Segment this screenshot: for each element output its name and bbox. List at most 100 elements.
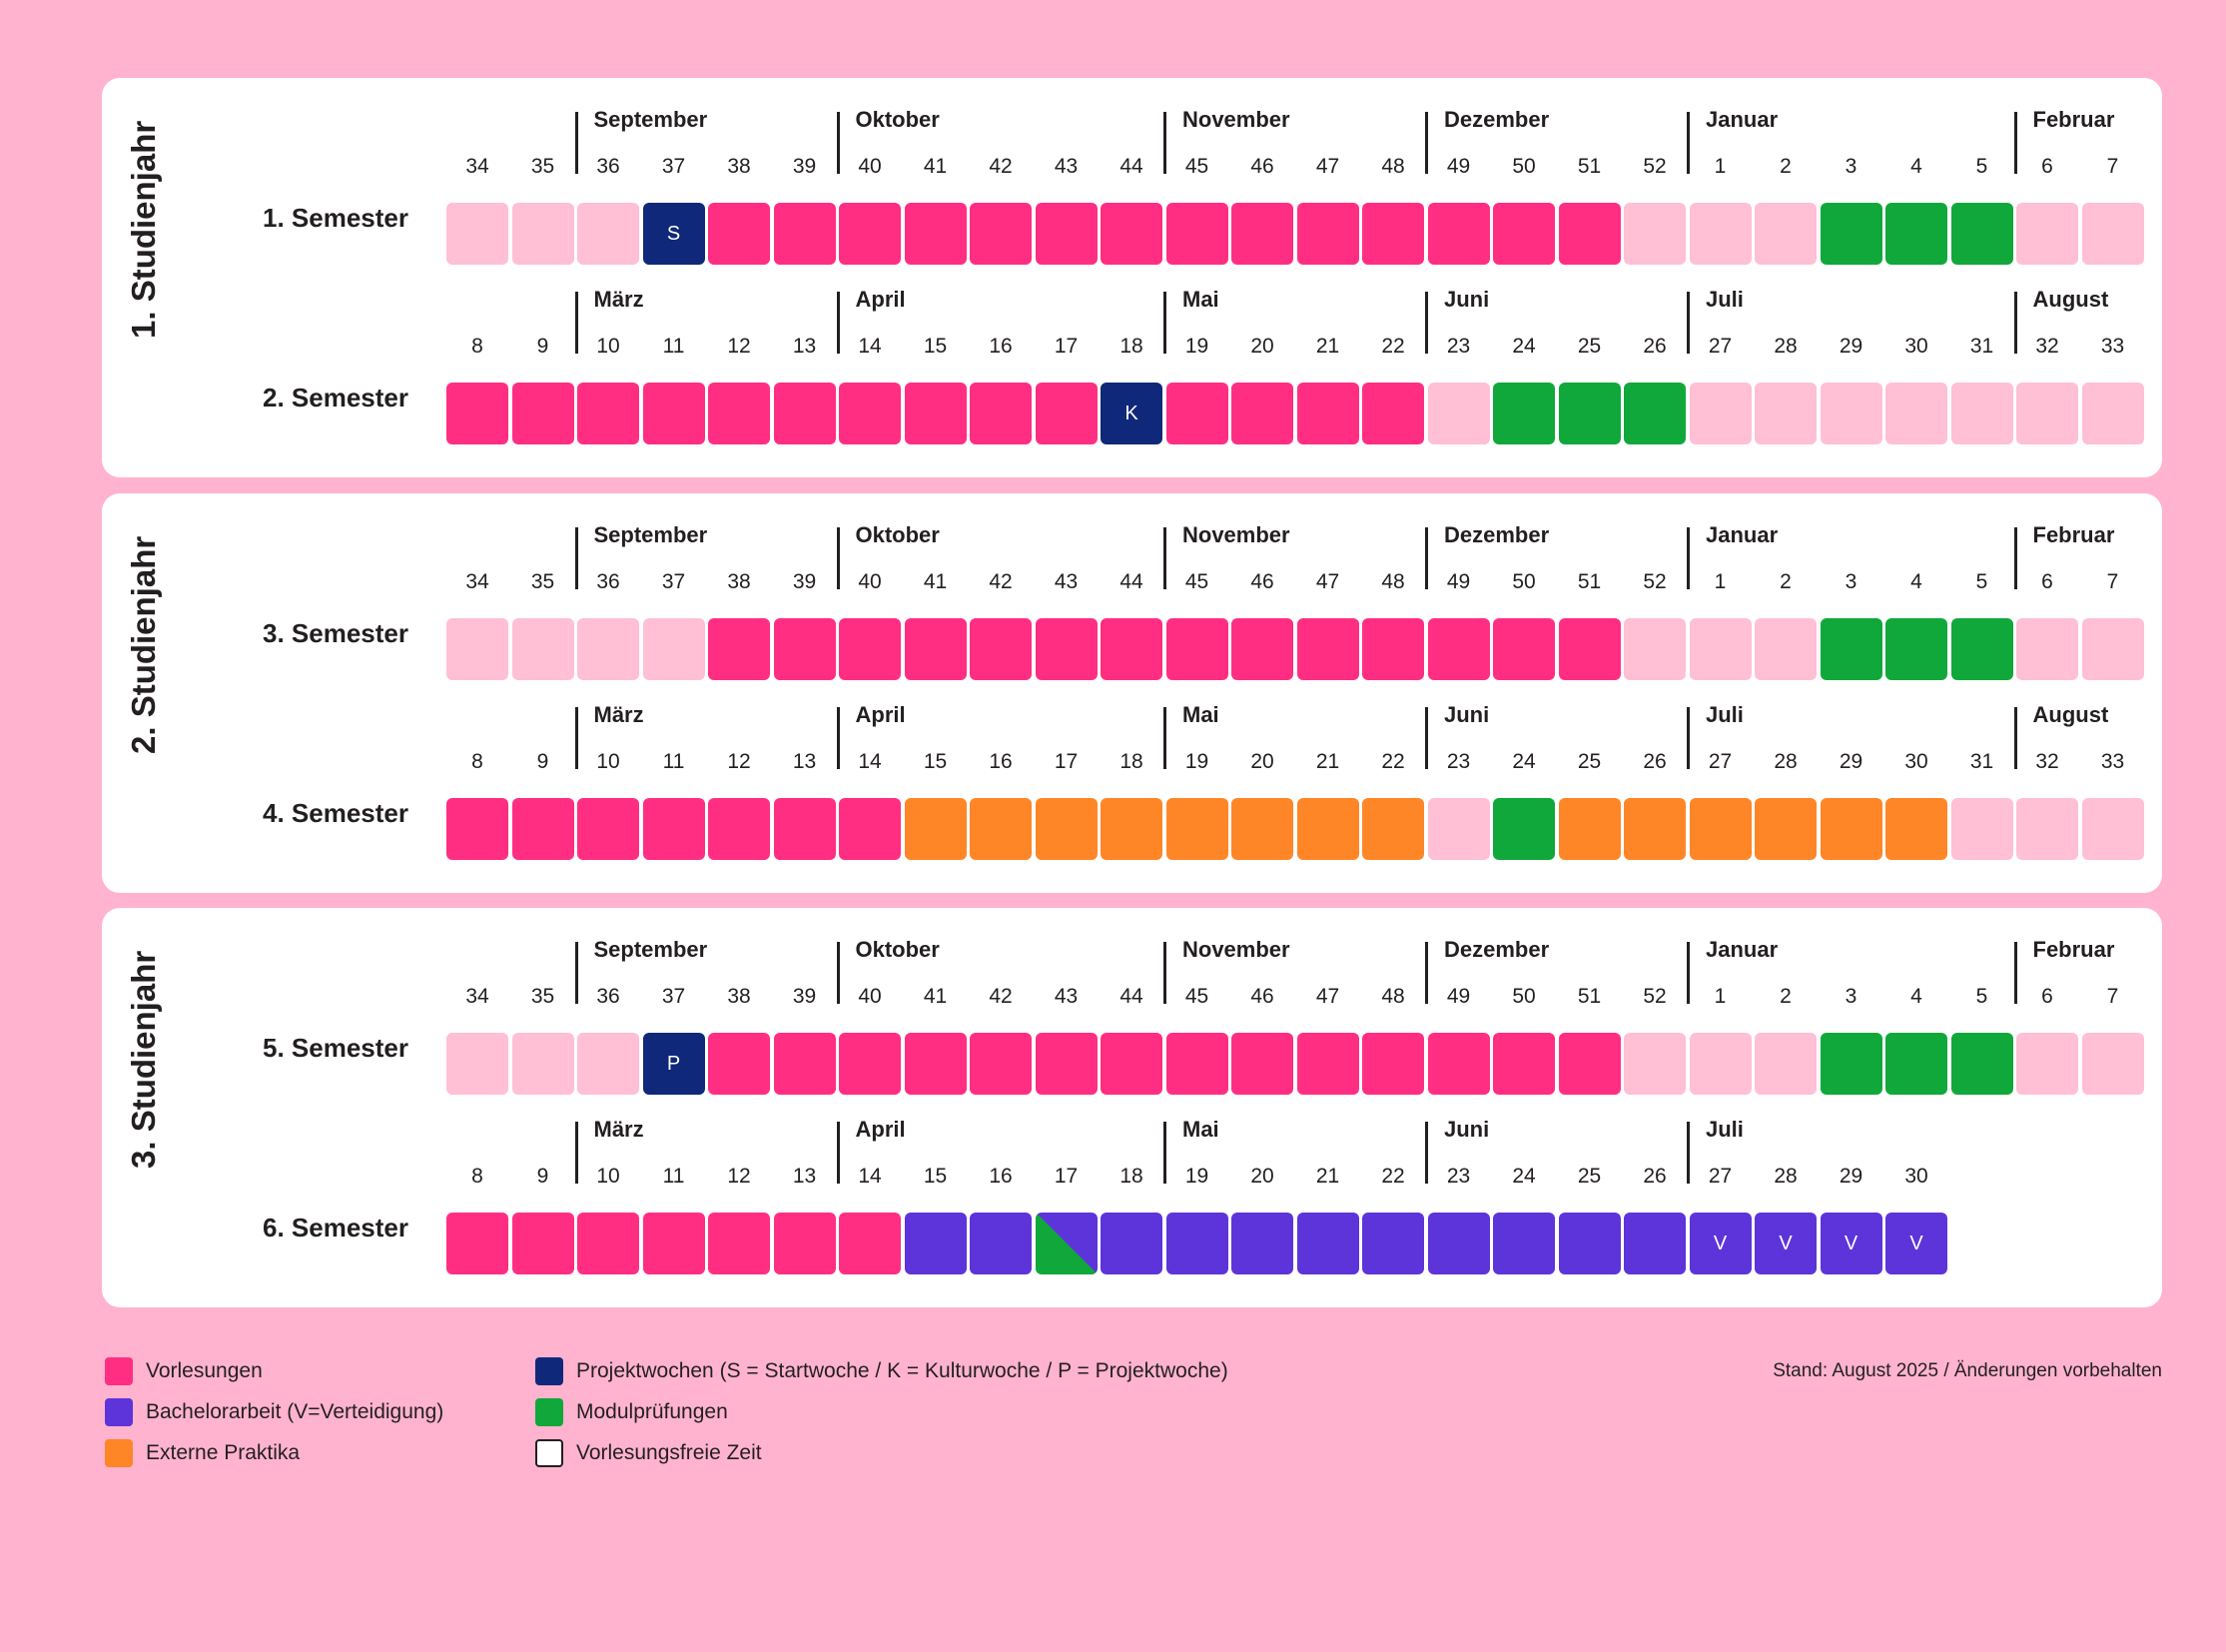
- week-cell: [577, 1033, 639, 1095]
- month-label: Februar: [2032, 522, 2115, 547]
- week-number: 19: [1184, 335, 1209, 358]
- week-number: 30: [1904, 335, 1928, 358]
- week-number: 10: [596, 750, 620, 773]
- legend-swatch: [105, 1357, 133, 1386]
- legend-swatch: [535, 1357, 563, 1386]
- month-label: Mai: [1182, 287, 1219, 312]
- week-number: 18: [1119, 750, 1143, 773]
- week-number: 33: [2100, 335, 2125, 358]
- week-number: 24: [1512, 1165, 1536, 1188]
- week-cell: [970, 203, 1032, 265]
- week-cell: [511, 1033, 574, 1095]
- month-separator: [1425, 707, 1428, 769]
- week-cell: [904, 618, 967, 680]
- week-number: 11: [662, 750, 685, 773]
- week-number: 47: [1315, 570, 1340, 593]
- week-number: 20: [1250, 1165, 1274, 1188]
- week-number: 35: [530, 570, 555, 593]
- week-cell: [1755, 1033, 1817, 1095]
- semester-label: 1. Semester: [263, 203, 408, 233]
- week-number: 9: [536, 335, 549, 358]
- week-number: 32: [2035, 335, 2059, 358]
- week-cell: [2016, 203, 2078, 265]
- week-cell: [839, 1033, 901, 1095]
- week-number: 21: [1315, 335, 1340, 358]
- month-separator: [574, 1122, 578, 1184]
- month-separator: [1163, 707, 1166, 769]
- week-number: 49: [1446, 570, 1471, 593]
- week-cell: [1296, 618, 1359, 680]
- week-number: 6: [2041, 985, 2053, 1008]
- week-number: 17: [1054, 1165, 1079, 1188]
- week-cell: [773, 383, 836, 444]
- week-number: 41: [923, 155, 948, 178]
- week-cell: [970, 1213, 1032, 1274]
- week-cell: [1231, 1033, 1293, 1095]
- legend-swatch: [105, 1439, 133, 1468]
- legend-item: Bachelorarbeit (V=Verteidigung): [105, 1397, 443, 1427]
- week-cell: [2016, 383, 2078, 444]
- week-number: 42: [989, 570, 1013, 593]
- month-separator: [1425, 292, 1428, 354]
- week-cell: [708, 1213, 770, 1274]
- week-cell: [1493, 798, 1555, 860]
- week-number: 13: [792, 1165, 817, 1188]
- week-cell: [1296, 203, 1359, 265]
- week-number: 18: [1119, 1165, 1143, 1188]
- month-label: August: [2032, 702, 2109, 727]
- month-separator: [1687, 707, 1690, 769]
- week-number: 48: [1381, 155, 1405, 178]
- week-cell: [1231, 203, 1293, 265]
- week-cell: [1427, 203, 1490, 265]
- week-number: 10: [596, 1165, 620, 1188]
- week-cell: [1624, 798, 1686, 860]
- week-cell: [1427, 383, 1490, 444]
- week-cell: [1950, 383, 2013, 444]
- week-number: 25: [1577, 1165, 1602, 1188]
- week-cell: [446, 1033, 508, 1095]
- week-number: 7: [2106, 570, 2119, 593]
- week-cell: [1296, 1033, 1359, 1095]
- week-number: 29: [1839, 1165, 1863, 1188]
- semester-label: 5. Semester: [263, 1033, 408, 1063]
- week-cell: [1101, 798, 1162, 860]
- week-number: 51: [1577, 155, 1602, 178]
- week-number: 52: [1643, 985, 1667, 1008]
- week-number: 39: [792, 985, 817, 1008]
- week-number: 50: [1512, 985, 1536, 1008]
- week-number: 39: [792, 570, 817, 593]
- week-number: 19: [1184, 750, 1209, 773]
- week-number: 26: [1643, 750, 1667, 773]
- week-cell: [1427, 798, 1490, 860]
- week-number: 50: [1512, 155, 1536, 178]
- week-cell: [577, 798, 639, 860]
- month-label: Juli: [1706, 1117, 1744, 1142]
- week-number: 50: [1512, 570, 1536, 593]
- semester-label: 2. Semester: [263, 383, 408, 413]
- week-cell: [1035, 203, 1098, 265]
- week-cell: [1558, 1033, 1621, 1095]
- week-cell: [1035, 798, 1098, 860]
- month-separator: [1163, 527, 1166, 589]
- week-number: 13: [792, 750, 817, 773]
- week-number: 25: [1577, 750, 1602, 773]
- week-number: 10: [596, 335, 620, 358]
- week-cell: [970, 383, 1032, 444]
- week-number: 9: [536, 750, 549, 773]
- week-cell: [2081, 618, 2144, 680]
- week-cell: [1885, 203, 1947, 265]
- week-cell: [1493, 1213, 1555, 1274]
- week-cell: [1427, 618, 1490, 680]
- week-number: 3: [1845, 155, 1857, 178]
- week-cell: [1035, 383, 1098, 444]
- week-number: 27: [1708, 335, 1733, 358]
- month-label: Mai: [1182, 1117, 1219, 1142]
- month-label: Dezember: [1444, 522, 1550, 547]
- week-number: 36: [596, 985, 620, 1008]
- week-number: 27: [1708, 750, 1733, 773]
- semester-label: 6. Semester: [263, 1213, 408, 1242]
- week-cell: [577, 383, 639, 444]
- week-cell: [1689, 383, 1752, 444]
- week-cell: [1624, 383, 1686, 444]
- week-cell: [1035, 1213, 1098, 1274]
